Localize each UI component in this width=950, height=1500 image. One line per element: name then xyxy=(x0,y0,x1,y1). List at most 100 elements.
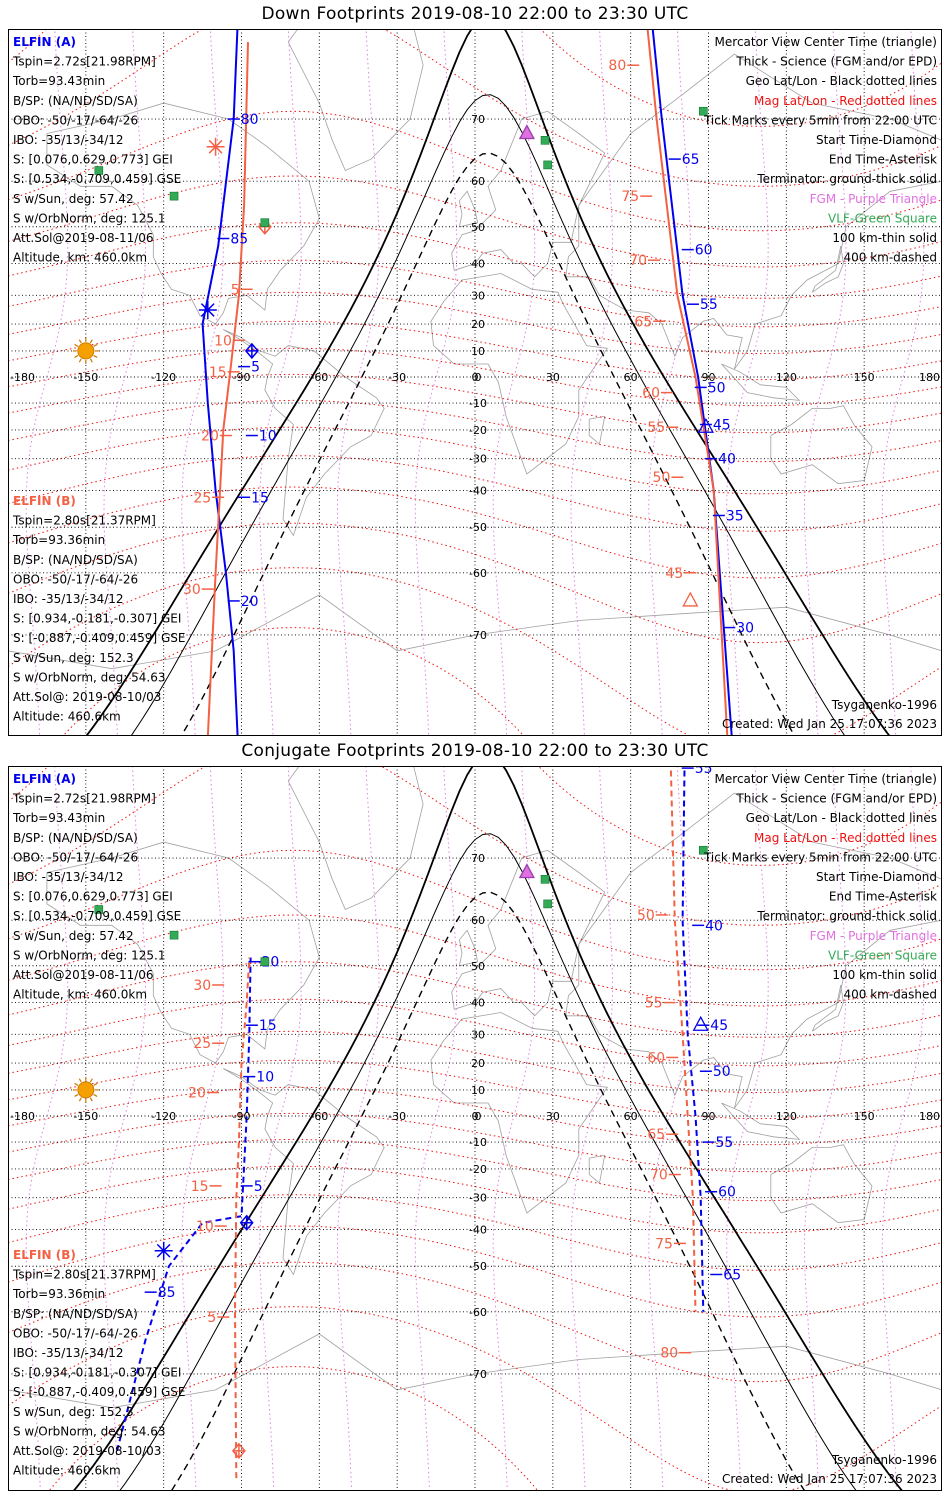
vlf-square xyxy=(540,874,550,884)
mag-lon--135 xyxy=(103,767,147,1490)
sun-ray xyxy=(93,1082,98,1086)
vlf-square xyxy=(94,905,104,914)
vlf-square xyxy=(260,218,270,227)
elfin-a-tick-label: 40 xyxy=(718,452,736,468)
legend-b-line-3: B/SP: (NA/ND/SD/SA) xyxy=(13,1307,138,1321)
y-tick-label: 10 xyxy=(471,1084,485,1097)
elfin-b-tick-label: 20 xyxy=(201,429,219,445)
elfin-a-tick-label: 50 xyxy=(708,380,726,396)
vlf-square xyxy=(169,930,179,940)
legend-b-line-9: S w/OrbNorm, deg: 54.63 xyxy=(13,1424,165,1438)
legend-a-line-3: B/SP: (NA/ND/SD/SA) xyxy=(13,831,138,845)
elfin-b-tick-label: 50 xyxy=(653,470,671,486)
elfin-b-tick-label: 80 xyxy=(660,1346,678,1362)
elfin-b-tick-label: 60 xyxy=(642,386,660,402)
legend-a-line-5: IBO: -35/13/-34/12 xyxy=(13,133,124,147)
legend-a-line-10: Att.Sol@2019-08-11/06 xyxy=(13,968,154,982)
elfin-a-tick-label: 65 xyxy=(682,152,700,168)
legend-b-line-11: Altitude: 460.6km xyxy=(13,710,121,724)
mag-lon-105 xyxy=(726,767,769,1490)
start-diamond-a xyxy=(244,342,259,360)
x-tick-label: -30 xyxy=(388,371,406,384)
legend-b-line-0: ELFIN (B) xyxy=(13,494,76,508)
sun-ray xyxy=(93,354,98,358)
mag-lon-135 xyxy=(803,30,847,735)
elfin-a-tick-label: 5 xyxy=(251,360,260,376)
y-tick-label: -60 xyxy=(469,1306,487,1319)
legend-right-line-9: VLF-Green Square xyxy=(828,211,937,225)
legend-right-line-3: Mag Lat/Lon - Red dotted lines xyxy=(754,94,937,108)
coastline-6 xyxy=(770,405,873,485)
elfin-a-tick-label: 80 xyxy=(241,112,259,128)
x-tick-label: -60 xyxy=(310,371,328,384)
elfin-b-tick-label: 5 xyxy=(231,282,240,298)
x-tick-label: 180 xyxy=(919,1110,940,1123)
coastline-4 xyxy=(451,110,606,278)
legend-a-line-8: S w/Sun, deg: 57.42 xyxy=(13,192,134,206)
vlf-square xyxy=(699,845,708,855)
plot-frame xyxy=(8,766,942,1491)
y-tick-label: 20 xyxy=(471,1057,485,1070)
legend-b-line-0: ELFIN (B) xyxy=(13,1248,76,1262)
elfin-b-tick-label: 80 xyxy=(608,58,626,74)
track-elfin-b-pass-2 xyxy=(669,767,697,1312)
vlf-square xyxy=(543,160,552,170)
sun-ray xyxy=(93,343,98,347)
y-tick-label: -40 xyxy=(469,484,487,497)
x-tick-label: 30 xyxy=(546,371,560,384)
mag-lon--45 xyxy=(336,767,380,1490)
terminator-400km xyxy=(180,152,795,735)
elfin-b-tick-label: 75 xyxy=(621,189,639,205)
mag-lat--10 xyxy=(9,373,941,434)
elfin-a-tick-label: 85 xyxy=(158,1285,176,1301)
sun-ray xyxy=(74,1082,79,1086)
legend-b-line-4: OBO: -50/-17/-64/-26 xyxy=(13,572,138,586)
legend-b-line-1: Tspin=2.80s[21.37RPM] xyxy=(12,1268,156,1282)
y-tick-label: 30 xyxy=(471,1028,485,1041)
legend-right-line-8: FGM - Purple Triangle xyxy=(810,192,937,206)
elfin-b-tick-label: 70 xyxy=(629,253,647,269)
legend-a-line-4: OBO: -50/-17/-64/-26 xyxy=(13,113,138,127)
legend-a-line-6: S: [0.076,0.629,0.773] GEI xyxy=(13,153,173,167)
y-tick-label: -50 xyxy=(469,521,487,534)
terminator-ground xyxy=(73,767,903,1490)
model-label: Tsyganenko-1996 xyxy=(831,698,937,712)
elfin-b-tick-label: 55 xyxy=(647,420,665,436)
y-tick-label: -60 xyxy=(469,567,487,580)
mag-lon--15 xyxy=(414,767,458,1490)
x-tick-label: 90 xyxy=(702,1110,716,1123)
mag-lon-lines xyxy=(25,30,925,735)
x-tick-label: 120 xyxy=(776,371,797,384)
elfin-a-tick-label: 40 xyxy=(705,918,723,934)
coastline-8 xyxy=(458,929,479,967)
legend-b-line-6: S: [0.934,-0.181,-0.307] GEI xyxy=(13,612,181,626)
elfin-a-tick-label: 30 xyxy=(736,621,754,637)
x-tick-label: -30 xyxy=(388,1110,406,1123)
sun-ray xyxy=(89,358,93,363)
legend-right-line-0: Mercator View Center Time (triangle) xyxy=(715,35,937,49)
mag-lat-70 xyxy=(9,30,941,187)
x-tick-label: -90 xyxy=(233,371,251,384)
sun-ray xyxy=(78,1097,82,1102)
legend-right-line-10: 100 km-thin solid xyxy=(832,968,937,982)
legend-a-line-1: Tspin=2.72s[21.98RPM] xyxy=(12,792,156,806)
track-elfin-a- xyxy=(116,957,252,1452)
mag-lon-105 xyxy=(726,30,769,735)
coastline-11 xyxy=(721,1102,801,1140)
elfin-a-tick-label: 10 xyxy=(259,429,277,445)
elfin-b-tick-label: 55 xyxy=(645,996,663,1012)
y-tick-label: 60 xyxy=(471,175,485,188)
sun-icon xyxy=(77,342,95,360)
x-tick-label: 120 xyxy=(776,1110,797,1123)
conjugate-footprints-plot: 20 15 10 5 85 55 40 45 50 55 60 65 30 25 20 15 10 5 50 55 60… xyxy=(8,766,942,1491)
mag-lat--80 xyxy=(48,1366,538,1490)
sun-icon xyxy=(77,1081,95,1099)
vlf-square xyxy=(699,106,708,116)
view-triangle-b xyxy=(682,591,699,607)
legend-right-line-10: 100 km-thin solid xyxy=(832,231,937,245)
mag-lon-15 xyxy=(492,767,536,1490)
legend-a-line-7: S: [0.534,-0.709,0.459] GSE xyxy=(13,172,181,186)
mag-lat--20 xyxy=(9,1138,941,1202)
mag-lon-165 xyxy=(881,30,925,735)
elfin-b-tick-label: 65 xyxy=(647,1127,665,1143)
